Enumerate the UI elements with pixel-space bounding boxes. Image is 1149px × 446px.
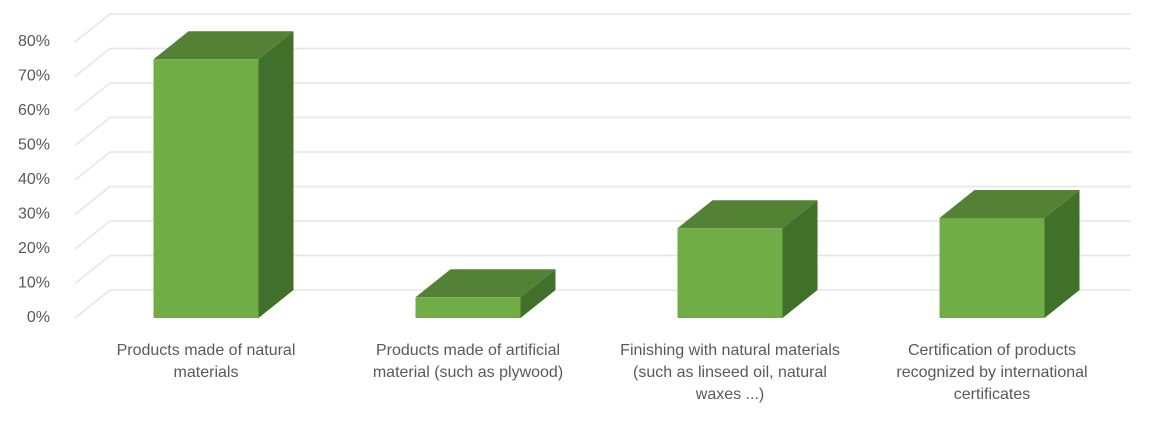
y-tick-label: 70% <box>18 68 50 85</box>
bar-top <box>939 189 1080 218</box>
bar-front <box>939 217 1045 318</box>
bar <box>153 31 294 318</box>
bar <box>415 269 556 318</box>
bar-side <box>520 269 556 318</box>
grid-line <box>74 13 1131 43</box>
x-tick-label: Finishing with natural materials (such a… <box>620 342 840 403</box>
x-tick-label: Products made of artificial material (su… <box>372 342 564 381</box>
y-tick-label: 0% <box>27 309 50 326</box>
grid-line <box>74 151 1131 181</box>
y-tick-label: 40% <box>18 171 50 188</box>
y-tick-label: 30% <box>18 206 50 223</box>
bar-front <box>153 59 259 318</box>
bar-top <box>677 200 818 229</box>
x-tick-label: Products made of natural materials <box>116 342 296 381</box>
y-tick-label: 60% <box>18 102 50 119</box>
bar-top <box>153 31 294 60</box>
y-tick-label: 80% <box>18 33 50 50</box>
grid-line <box>74 47 1131 78</box>
y-tick-label: 50% <box>18 137 50 154</box>
bar-front <box>415 297 521 318</box>
bar-side <box>1044 189 1080 318</box>
grid-line <box>74 116 1131 147</box>
bar-top <box>415 269 556 298</box>
bar-side <box>782 200 818 318</box>
grid-line <box>74 185 1131 216</box>
bar <box>939 189 1080 318</box>
bar-side <box>258 31 294 318</box>
y-tick-label: 10% <box>18 275 50 292</box>
y-tick-label: 20% <box>18 240 50 257</box>
bar <box>677 200 818 318</box>
grid-line <box>74 82 1131 112</box>
bar-front <box>677 228 783 318</box>
x-tick-label: Certification of products recognized by … <box>896 342 1088 403</box>
